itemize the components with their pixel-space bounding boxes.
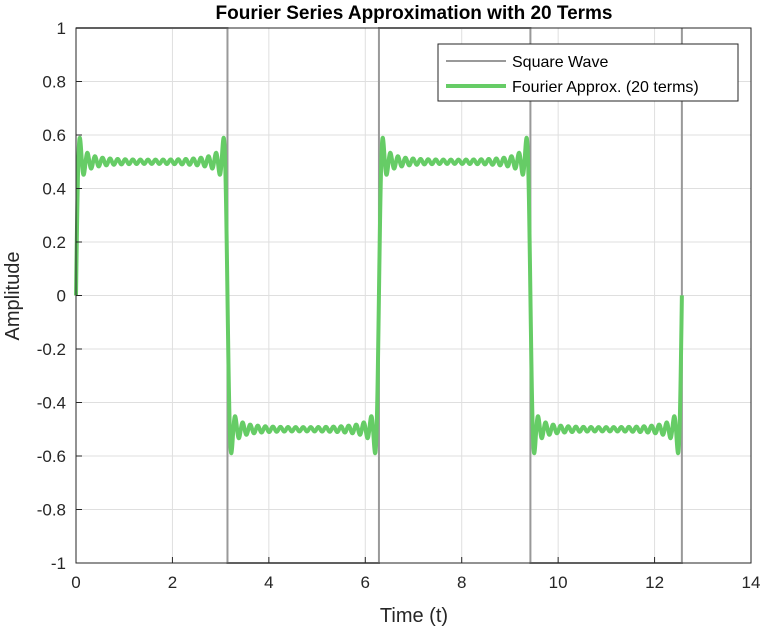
legend-label-square-wave: Square Wave (512, 54, 608, 71)
x-tick-label: 14 (742, 573, 761, 592)
x-tick-label: 0 (71, 573, 80, 592)
x-tick-label: 8 (457, 573, 466, 592)
y-tick-label: -0.6 (37, 447, 66, 466)
legend: Square Wave Fourier Approx. (20 terms) (437, 43, 739, 102)
x-tick-label: 6 (361, 573, 370, 592)
y-tick-label: 0.4 (42, 180, 66, 199)
x-tick-label: 4 (264, 573, 273, 592)
y-tick-label: 0.2 (42, 233, 66, 252)
x-axis-label: Time (t) (380, 605, 448, 627)
y-tick-label: -0.2 (37, 340, 66, 359)
x-tick-label: 12 (645, 573, 664, 592)
legend-box (437, 43, 739, 102)
y-axis: -1 -0.8 -0.6 -0.4 -0.2 0 0.2 0.4 0.6 0.8 1 (37, 19, 82, 573)
y-tick-label: -0.8 (37, 501, 66, 520)
y-tick-label: 0.6 (42, 126, 66, 145)
x-tick-label: 2 (168, 573, 177, 592)
y-tick-label: -0.4 (37, 394, 66, 413)
series-fourier-approx (74, 135, 684, 456)
chart-title: Fourier Series Approximation with 20 Ter… (216, 3, 613, 24)
y-tick-label: 0 (57, 287, 66, 306)
x-tick-label: 10 (549, 573, 568, 592)
x-axis: 0 2 4 6 8 10 12 14 (71, 557, 760, 592)
legend-label-fourier-approx: Fourier Approx. (20 terms) (512, 79, 699, 96)
y-tick-label: 0.8 (42, 73, 66, 92)
y-tick-label: -1 (51, 554, 66, 573)
y-axis-label: Amplitude (2, 252, 24, 341)
y-tick-label: 1 (57, 19, 66, 38)
